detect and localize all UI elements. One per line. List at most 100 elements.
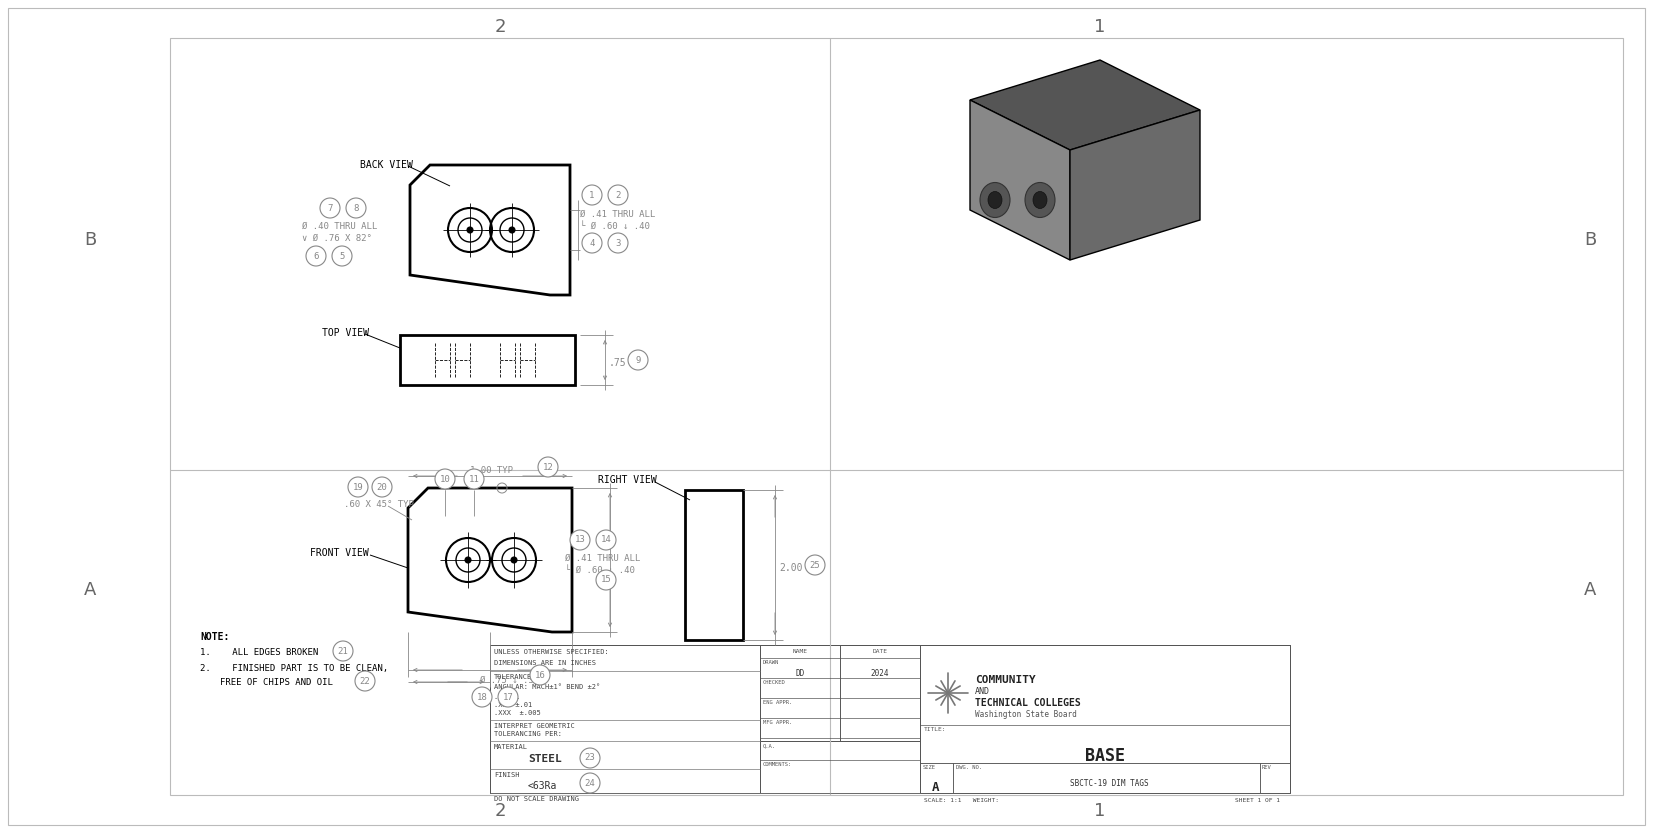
Text: <63Ra: <63Ra — [527, 781, 557, 791]
Bar — [954, 763, 1260, 793]
Text: .75: .75 — [608, 358, 626, 368]
Text: DO NOT SCALE DRAWING: DO NOT SCALE DRAWING — [494, 796, 579, 802]
Text: ∨ Ø .76 X 82°: ∨ Ø .76 X 82° — [302, 234, 372, 243]
Text: SBCTC-19 DIM TAGS: SBCTC-19 DIM TAGS — [1069, 779, 1149, 788]
Text: 2: 2 — [494, 18, 506, 36]
Text: 1: 1 — [1094, 18, 1106, 36]
Text: INTERPRET GEOMETRIC: INTERPRET GEOMETRIC — [494, 723, 575, 729]
Text: 15: 15 — [600, 576, 612, 585]
Text: A: A — [1584, 581, 1597, 599]
Text: ENG APPR.: ENG APPR. — [764, 700, 792, 705]
Text: CHECKED: CHECKED — [764, 680, 785, 685]
Polygon shape — [970, 100, 1069, 260]
Text: Ø .75 ↓ .38: Ø .75 ↓ .38 — [479, 676, 539, 685]
Text: 2024: 2024 — [871, 669, 889, 678]
Text: DD: DD — [795, 669, 805, 678]
Bar — [760, 645, 921, 741]
Circle shape — [628, 350, 648, 370]
Circle shape — [355, 671, 375, 691]
Text: 23: 23 — [585, 754, 595, 762]
Text: 24: 24 — [585, 779, 595, 787]
Text: SCALE: 1:1   WEIGHT:: SCALE: 1:1 WEIGHT: — [924, 798, 998, 803]
Polygon shape — [1069, 110, 1200, 260]
Circle shape — [531, 665, 550, 685]
Circle shape — [498, 687, 517, 707]
Circle shape — [332, 641, 354, 661]
Text: 11: 11 — [468, 475, 479, 483]
Text: B: B — [1584, 231, 1597, 249]
Ellipse shape — [1025, 182, 1055, 217]
Text: Ø .40 THRU ALL: Ø .40 THRU ALL — [302, 222, 377, 231]
Bar — [1260, 763, 1289, 793]
Text: Q.A.: Q.A. — [764, 743, 775, 748]
Text: 3: 3 — [615, 238, 620, 247]
Text: 1.00 TYP: 1.00 TYP — [469, 466, 512, 475]
Text: TOLERANCING PER:: TOLERANCING PER: — [494, 731, 562, 737]
Circle shape — [321, 198, 341, 218]
Text: 25: 25 — [810, 561, 820, 570]
Text: FREE OF CHIPS AND OIL: FREE OF CHIPS AND OIL — [220, 678, 332, 687]
Polygon shape — [408, 488, 572, 632]
Bar — [489, 645, 760, 793]
Circle shape — [537, 457, 559, 477]
Text: SIZE: SIZE — [922, 765, 936, 770]
Bar — [684, 490, 742, 640]
Text: TOP VIEW: TOP VIEW — [322, 328, 369, 338]
Text: 8: 8 — [354, 203, 359, 212]
Text: 18: 18 — [476, 692, 488, 701]
Text: 2: 2 — [615, 191, 620, 199]
Circle shape — [332, 246, 352, 266]
Text: └ Ø .60 ↓ .40: └ Ø .60 ↓ .40 — [580, 222, 650, 231]
Ellipse shape — [980, 182, 1010, 217]
Circle shape — [511, 557, 517, 563]
Text: 4: 4 — [590, 238, 595, 247]
Circle shape — [582, 233, 602, 253]
Bar — [921, 763, 954, 793]
Circle shape — [306, 246, 326, 266]
Circle shape — [372, 477, 392, 497]
Circle shape — [473, 687, 493, 707]
Text: 16: 16 — [534, 671, 545, 680]
Text: .60 X 45° TYP: .60 X 45° TYP — [344, 500, 413, 509]
Text: 12: 12 — [542, 462, 554, 471]
Text: 14: 14 — [600, 536, 612, 545]
Circle shape — [570, 530, 590, 550]
Text: 7: 7 — [327, 203, 332, 212]
Text: FINISH: FINISH — [494, 772, 519, 778]
Text: MATERIAL: MATERIAL — [494, 744, 527, 750]
Text: ANGULAR: MACH±1° BEND ±2°: ANGULAR: MACH±1° BEND ±2° — [494, 684, 600, 690]
Text: 9: 9 — [635, 356, 641, 365]
Text: 6: 6 — [314, 252, 319, 261]
Text: TOLERANCES:: TOLERANCES: — [494, 674, 541, 680]
Circle shape — [509, 227, 516, 233]
Text: BACK VIEW: BACK VIEW — [360, 160, 413, 170]
Text: 1.    ALL EDGES BROKEN: 1. ALL EDGES BROKEN — [200, 648, 319, 657]
Bar — [921, 645, 1289, 793]
Bar — [760, 741, 921, 793]
Circle shape — [608, 185, 628, 205]
Text: TITLE:: TITLE: — [924, 727, 947, 732]
Circle shape — [464, 557, 471, 563]
Text: .XXX  ±.005: .XXX ±.005 — [494, 710, 541, 716]
Text: REV: REV — [1261, 765, 1271, 770]
Text: DRAWN: DRAWN — [764, 660, 779, 665]
Text: 10: 10 — [440, 475, 450, 483]
Text: STEEL: STEEL — [527, 754, 562, 764]
Text: NAME: NAME — [792, 649, 808, 654]
Text: A: A — [932, 781, 941, 794]
Circle shape — [580, 773, 600, 793]
Text: └ Ø .60 ↓ .40: └ Ø .60 ↓ .40 — [565, 566, 635, 575]
Bar — [170, 38, 1623, 795]
Bar — [400, 335, 575, 385]
Text: COMMENTS:: COMMENTS: — [764, 762, 792, 767]
Text: 2: 2 — [494, 802, 506, 820]
Text: DWG. NO.: DWG. NO. — [955, 765, 982, 770]
Circle shape — [582, 185, 602, 205]
Circle shape — [580, 748, 600, 768]
Text: FRONT VIEW: FRONT VIEW — [311, 548, 369, 558]
Circle shape — [349, 477, 369, 497]
Text: COMMUNITY: COMMUNITY — [975, 675, 1036, 685]
Circle shape — [464, 469, 484, 489]
Text: 20: 20 — [377, 482, 387, 491]
Text: AND: AND — [975, 687, 990, 696]
